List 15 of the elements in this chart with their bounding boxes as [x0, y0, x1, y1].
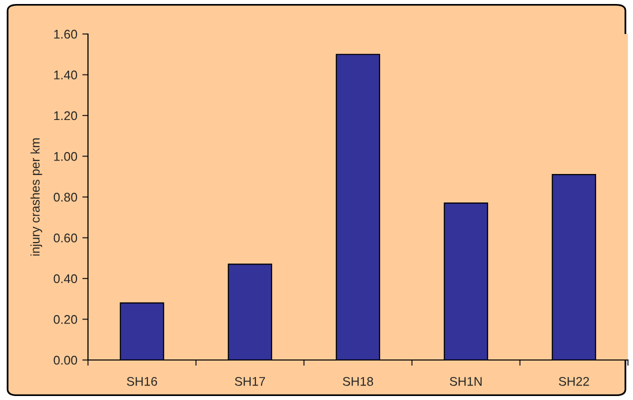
- y-tick-label: 1.00: [54, 152, 78, 161]
- y-tick-label: 0.00: [54, 356, 78, 365]
- x-tick-label: SH16: [126, 376, 158, 386]
- x-tick-label: SH18: [342, 376, 374, 386]
- y-tick-label: 1.20: [54, 111, 78, 120]
- y-tick-label: 1.40: [54, 70, 78, 80]
- y-tick-label: 0.60: [54, 234, 78, 242]
- y-axis-title: injury crashes per km: [30, 138, 42, 256]
- y-tick-label: 0.80: [54, 192, 78, 202]
- x-tick-label: SH17: [234, 376, 265, 386]
- y-tick-label: 1.60: [54, 30, 78, 39]
- y-tick-label: 0.20: [54, 315, 78, 324]
- y-tick-label: 0.40: [54, 274, 78, 284]
- x-tick-label: SH1N: [450, 376, 482, 386]
- x-tick-label: SH22: [558, 376, 589, 386]
